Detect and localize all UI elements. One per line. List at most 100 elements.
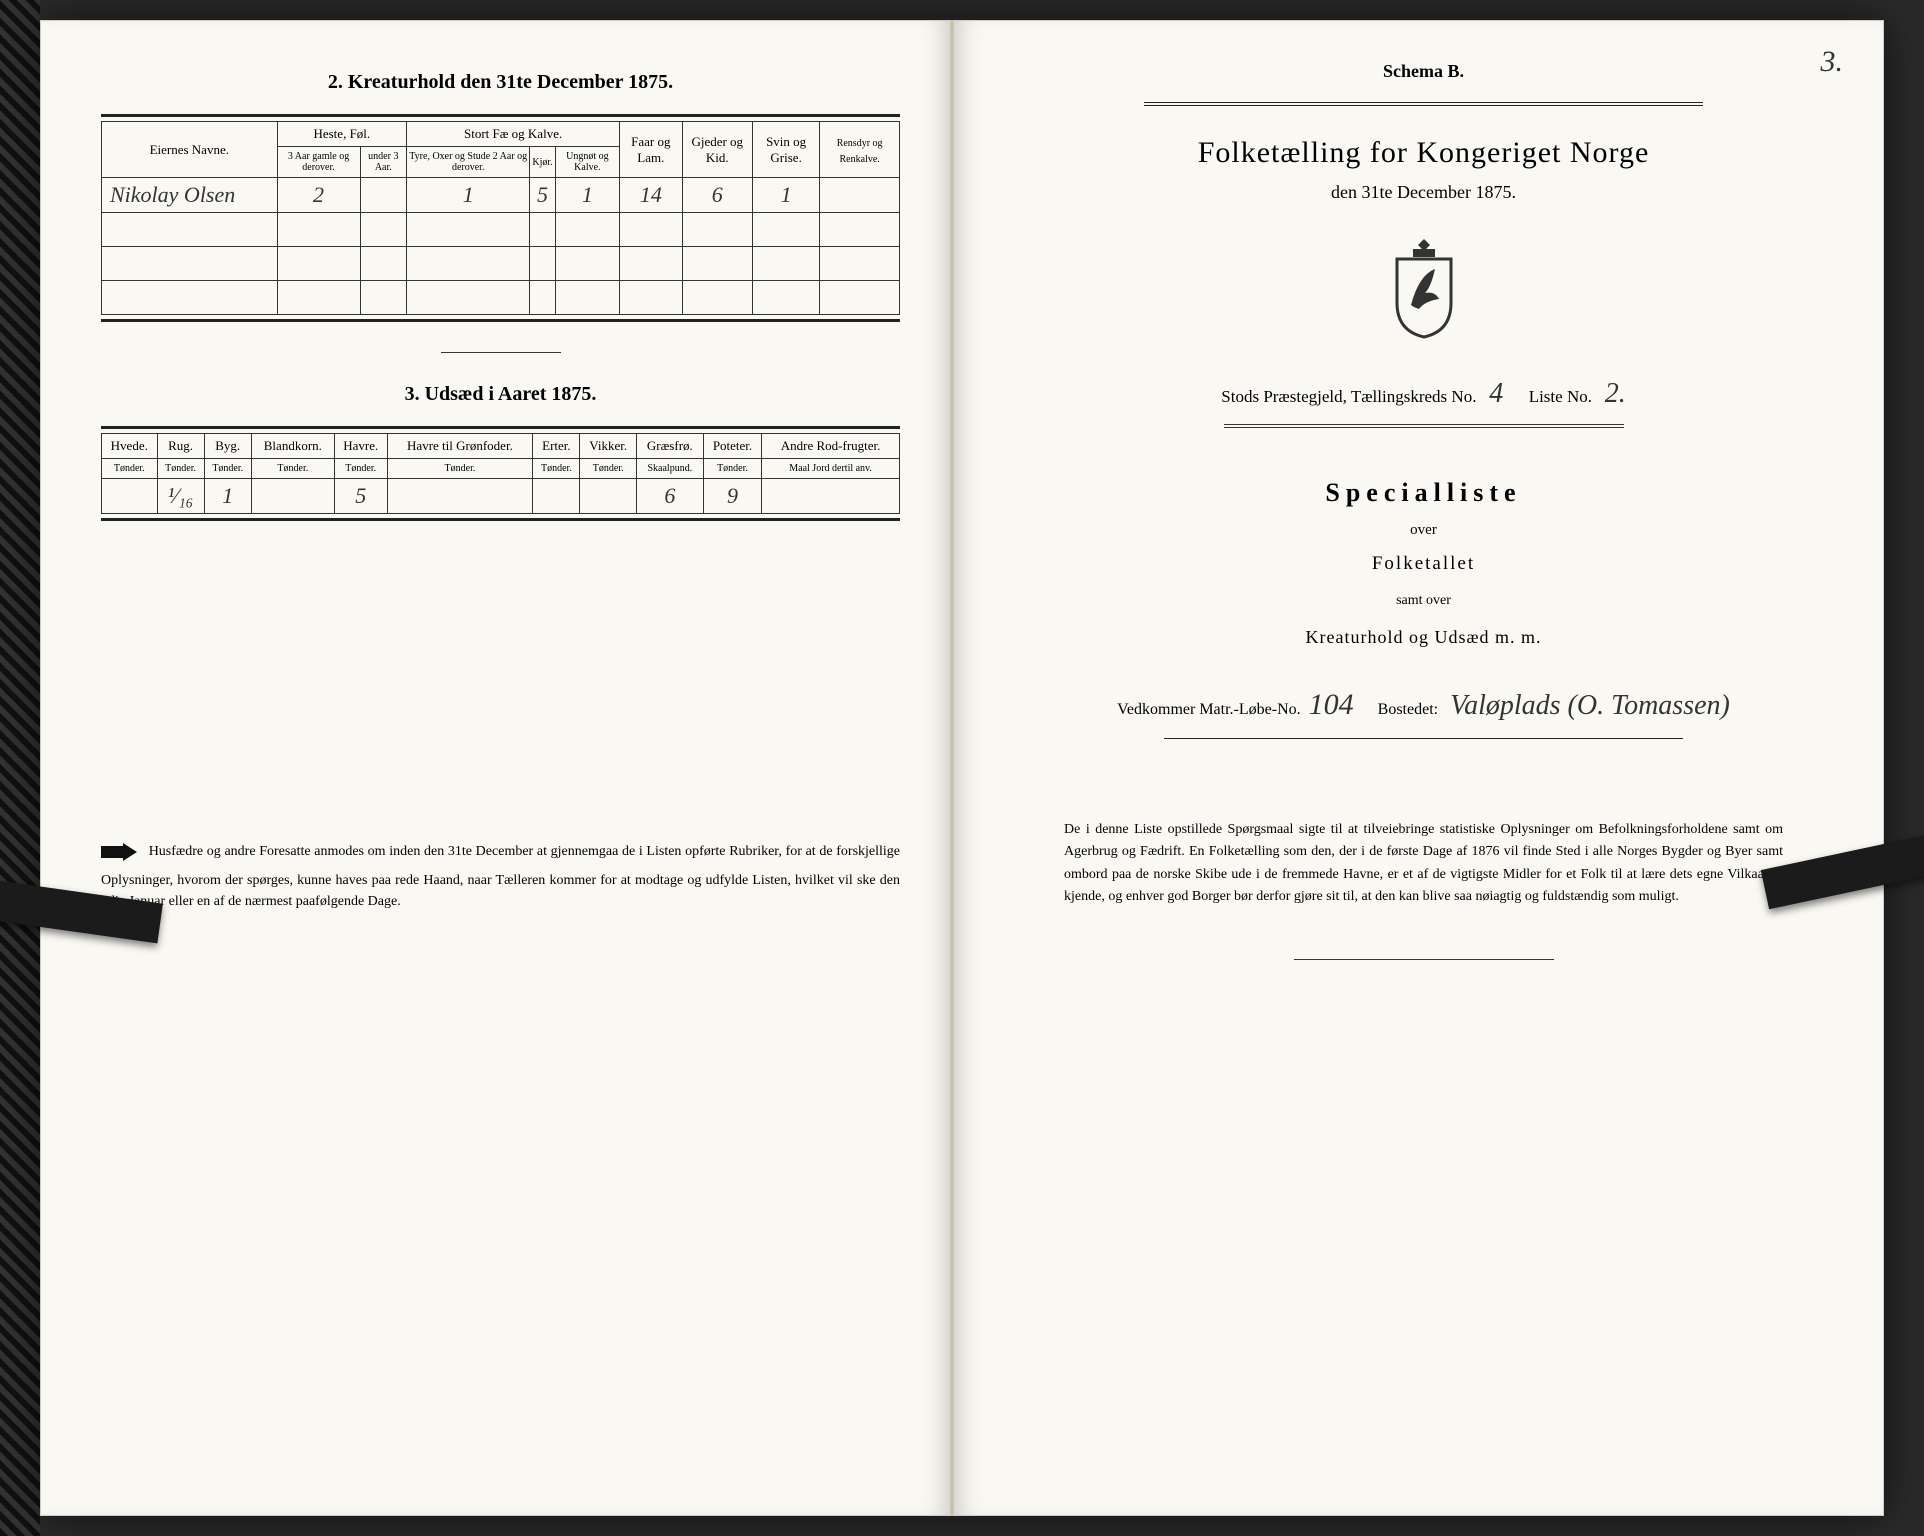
cell: 14 [640, 182, 662, 207]
liste-no: 2. [1605, 378, 1626, 409]
col-header: Andre Rod-frugter. [762, 434, 900, 459]
prestegjeld-line: Stods Præstegjeld, Tællingskreds No. 4 L… [1024, 378, 1823, 410]
matr-line: Vedkommer Matr.-Løbe-No. 104 Bostedet: V… [1024, 688, 1823, 722]
rule [1164, 738, 1683, 739]
schema-label: Schema B. [1024, 61, 1823, 82]
col-unit: Tønder. [157, 459, 204, 479]
table-row [102, 281, 900, 315]
cell [102, 479, 158, 514]
cell: 5 [334, 479, 387, 514]
col-unit: Tønder. [533, 459, 580, 479]
book-spread: 2. Kreaturhold den 31te December 1875. E… [40, 20, 1884, 1516]
col-header: Blandkorn. [251, 434, 334, 459]
table-row: ¹⁄₁₆1 5 69 [102, 479, 900, 514]
grp-horse: Heste, Føl. [313, 126, 370, 141]
col-header: Rug. [157, 434, 204, 459]
table-row: Nikolay Olsen 2 1 5 1 14 6 1 [102, 178, 900, 213]
footnote-text: Husfædre og andre Foresatte anmodes om i… [101, 844, 900, 909]
right-page: 3. Schema B. Folketælling for Kongeriget… [952, 20, 1884, 1516]
label: Vedkommer Matr.-Løbe-No. [1117, 701, 1301, 718]
rule [101, 319, 900, 322]
footnote: Husfædre og andre Foresatte anmodes om i… [101, 841, 900, 912]
binding-edge [0, 0, 40, 1536]
cell: 6 [712, 182, 723, 207]
cell: ¹⁄₁₆ [157, 479, 204, 514]
table-header-row: Hvede.Rug.Byg.Blandkorn.Havre.Havre til … [102, 434, 900, 459]
cell [251, 479, 334, 514]
label: Præstegjeld, Tællingskreds No. [1263, 387, 1476, 406]
col-header: Havre. [334, 434, 387, 459]
col-header: Byg. [204, 434, 251, 459]
col-unit: Tønder. [703, 459, 761, 479]
kreaturhold-label: Kreaturhold og Udsæd m. m. [1024, 627, 1823, 648]
cell: 5 [537, 182, 548, 207]
divider [1224, 424, 1624, 428]
table-row [102, 213, 900, 247]
col-unit: Maal Jord dertil anv. [762, 459, 900, 479]
page-number: 3. [1821, 45, 1844, 79]
col-header: Græsfrø. [636, 434, 703, 459]
col-rein: Rensdyr og Renkalve. [837, 138, 883, 165]
cell: 9 [703, 479, 761, 514]
folketallet-label: Folketallet [1024, 553, 1823, 575]
col-unit: Tønder. [102, 459, 158, 479]
col-pig: Svin og Grise. [766, 134, 806, 165]
intro-paragraph: De i denne Liste opstillede Spørgsmaal s… [1064, 819, 1783, 909]
sub-cattle-a: Tyre, Oxer og Stude 2 Aar og derover. [409, 151, 527, 173]
pointing-hand-icon [101, 841, 137, 870]
section2-title: 2. Kreaturhold den 31te December 1875. [101, 71, 900, 94]
col-unit: Tønder. [334, 459, 387, 479]
bosted-value: Valøplads (O. Tomassen) [1450, 690, 1730, 721]
col-header: Erter. [533, 434, 580, 459]
left-page: 2. Kreaturhold den 31te December 1875. E… [40, 20, 952, 1516]
table-udsaed: Hvede.Rug.Byg.Blandkorn.Havre.Havre til … [101, 433, 900, 514]
col-header: Vikker. [580, 434, 636, 459]
grp-cattle: Stort Fæ og Kalve. [464, 126, 562, 141]
section3-title: 3. Udsæd i Aaret 1875. [101, 383, 900, 406]
col-header: Havre til Grønfoder. [387, 434, 533, 459]
cell [533, 479, 580, 514]
cell: 1 [463, 182, 474, 207]
sub-horse-b: under 3 Aar. [368, 151, 398, 173]
cell [762, 479, 900, 514]
subtitle: den 31te December 1875. [1024, 182, 1823, 203]
rule [101, 426, 900, 429]
samt-label: samt over [1024, 593, 1823, 609]
label: Liste No. [1529, 387, 1592, 406]
cell: 1 [204, 479, 251, 514]
divider [1294, 959, 1554, 960]
cell: 2 [313, 182, 324, 207]
label: Stods [1221, 387, 1259, 406]
divider [441, 352, 561, 353]
col-owner: Eiernes Navne. [150, 142, 229, 157]
col-header: Hvede. [102, 434, 158, 459]
page-clip [1761, 833, 1924, 910]
coat-of-arms-icon [1024, 233, 1823, 348]
col-header: Poteter. [703, 434, 761, 459]
label: Bostedet: [1378, 701, 1438, 718]
cell: 1 [582, 182, 593, 207]
sub-cattle-b: Kjør. [532, 157, 552, 168]
cell-owner: Nikolay Olsen [110, 182, 235, 207]
rule [1144, 102, 1703, 103]
col-sheep: Faar og Lam. [631, 134, 670, 165]
rule [101, 518, 900, 521]
table-kreaturhold: Eiernes Navne. Heste, Føl. Stort Fæ og K… [101, 121, 900, 315]
col-unit: Tønder. [204, 459, 251, 479]
table-units-row: Tønder.Tønder.Tønder.Tønder.Tønder.Tønde… [102, 459, 900, 479]
col-unit: Tønder. [580, 459, 636, 479]
cell [580, 479, 636, 514]
col-unit: Tønder. [387, 459, 533, 479]
cell [387, 479, 533, 514]
table-row [102, 247, 900, 281]
col-unit: Tønder. [251, 459, 334, 479]
kreds-no: 4 [1489, 378, 1503, 409]
cell: 1 [781, 182, 792, 207]
rule [101, 114, 900, 117]
cell: 6 [636, 479, 703, 514]
col-unit: Skaalpund. [636, 459, 703, 479]
main-title: Folketælling for Kongeriget Norge [1024, 136, 1823, 170]
over-label: over [1024, 522, 1823, 539]
col-goat: Gjeder og Kid. [691, 134, 743, 165]
matr-no: 104 [1309, 688, 1354, 721]
